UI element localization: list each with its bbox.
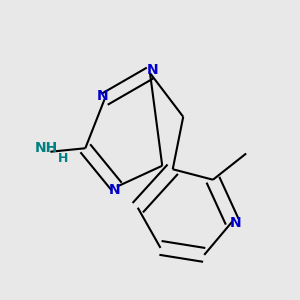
Text: N: N bbox=[147, 63, 159, 77]
Text: N: N bbox=[109, 182, 121, 197]
Text: N: N bbox=[97, 89, 109, 103]
Text: N: N bbox=[230, 216, 242, 230]
Text: H: H bbox=[57, 152, 68, 165]
Text: NH: NH bbox=[35, 141, 58, 155]
